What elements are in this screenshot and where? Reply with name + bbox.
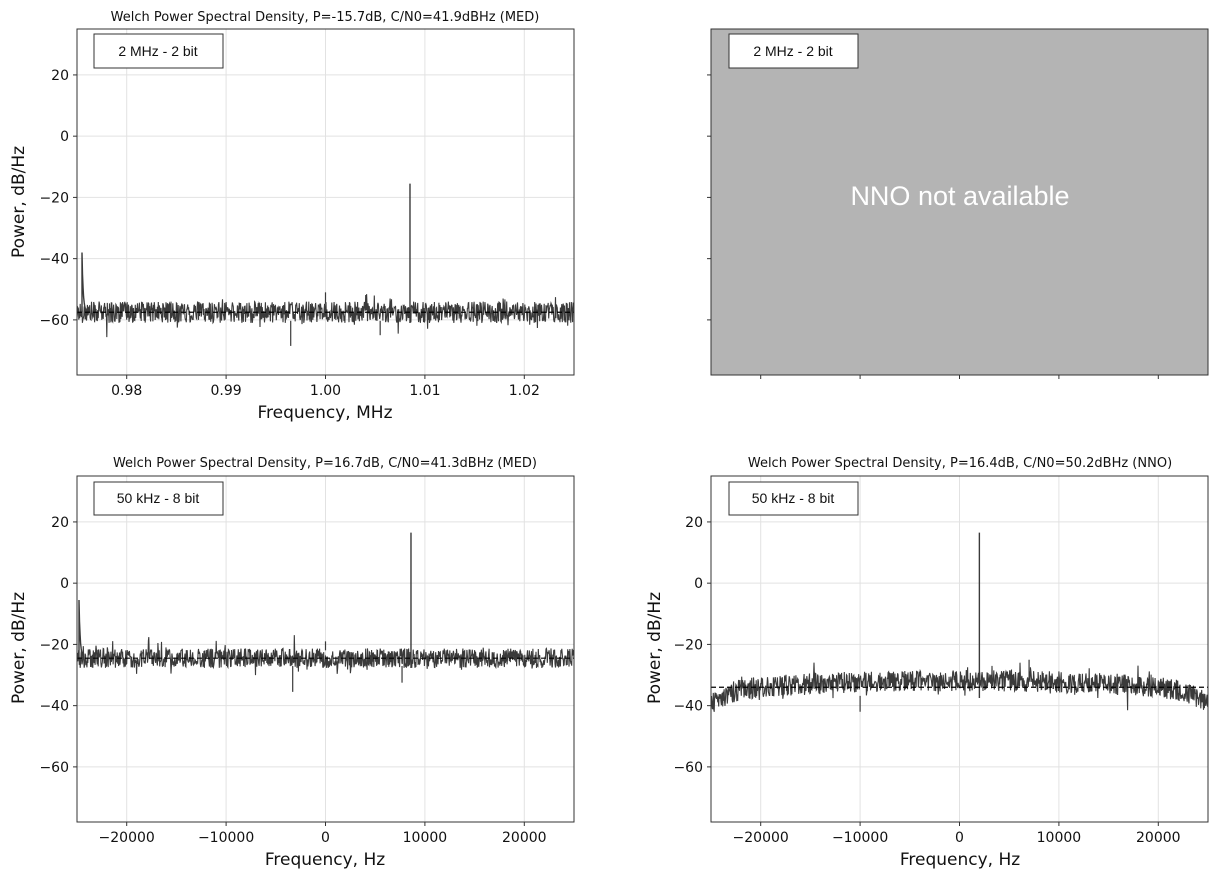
y-axis-label: Power, dB/Hz [9,592,29,704]
legend-box [93,481,224,516]
legend-box [728,33,859,69]
psd-trace [76,635,575,676]
y-tick-label: 20 [685,515,703,531]
y-tick-label: 0 [60,576,69,592]
legend-label: 50 kHz - 8 bit [117,490,200,506]
y-tick-label: −60 [39,313,69,329]
panel-top-right: 2 MHz - 2 bit NNO not available [707,28,1209,379]
x-tick-label: 10000 [1037,830,1082,846]
edge-peak [78,599,84,659]
y-tick-label: −20 [673,637,703,653]
panel-title: Welch Power Spectral Density, P=-15.7dB,… [111,10,540,25]
panel-title: Welch Power Spectral Density, P=16.4dB, … [748,456,1172,471]
x-tick-label: 1.01 [409,383,440,399]
panel-top-left: Welch Power Spectral Density, P=-15.7dB,… [9,10,575,423]
not-available-message: NNO not available [850,181,1069,211]
x-axis-label: Frequency, Hz [900,850,1020,870]
x-tick-label: 1.02 [509,383,540,399]
y-tick-label: −20 [39,190,69,206]
y-tick-label: −20 [39,637,69,653]
y-tick-label: 0 [60,129,69,145]
x-tick-label: 1.00 [310,383,341,399]
y-tick-label: −60 [673,760,703,776]
x-tick-label: 10000 [403,830,448,846]
x-tick-label: 0.98 [111,383,142,399]
panel-title: Welch Power Spectral Density, P=16.7dB, … [113,456,537,471]
panel-bottom-right: Welch Power Spectral Density, P=16.4dB, … [645,456,1209,870]
x-tick-label: −20000 [99,830,155,846]
psd-trace [76,294,575,338]
y-tick-label: 20 [51,68,69,84]
edge-peak [81,252,87,313]
x-axis-label: Frequency, MHz [257,403,392,423]
y-tick-label: −40 [39,252,69,268]
placeholder-area [710,28,1209,376]
x-tick-label: −10000 [198,830,254,846]
legend-box [728,481,859,516]
y-axis-label: Power, dB/Hz [9,146,29,258]
y-tick-label: −60 [39,760,69,776]
x-tick-label: 20000 [1136,830,1181,846]
y-tick-label: −40 [673,699,703,715]
psd-trace [710,662,1209,712]
legend-label: 2 MHz - 2 bit [753,43,832,59]
legend-box [93,33,224,69]
legend-label: 2 MHz - 2 bit [118,43,197,59]
legend-label: 50 kHz - 8 bit [752,490,835,506]
panel-bottom-left: Welch Power Spectral Density, P=16.7dB, … [9,456,575,870]
y-tick-label: −40 [39,699,69,715]
x-tick-label: 0.99 [211,383,242,399]
x-tick-label: −20000 [733,830,789,846]
y-axis-label: Power, dB/Hz [645,592,665,704]
x-tick-label: −10000 [832,830,888,846]
x-tick-label: 0 [321,830,330,846]
y-tick-label: 0 [694,576,703,592]
x-tick-label: 0 [955,830,964,846]
x-tick-label: 20000 [502,830,547,846]
x-axis-label: Frequency, Hz [265,850,385,870]
y-tick-label: 20 [51,515,69,531]
